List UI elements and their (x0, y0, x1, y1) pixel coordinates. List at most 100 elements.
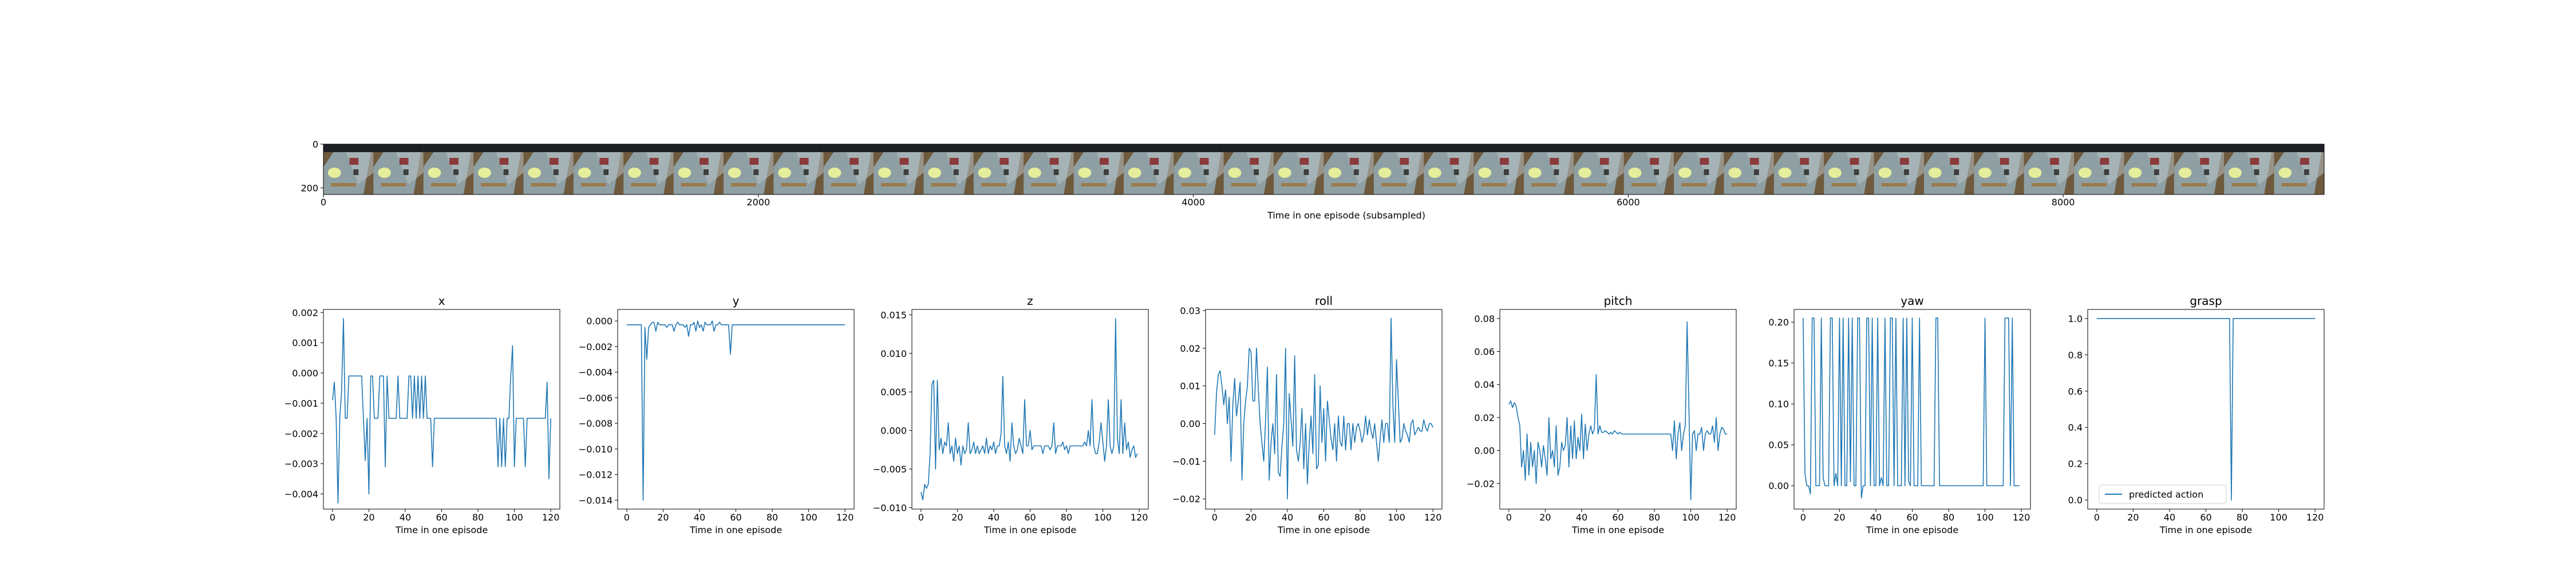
filmstrip-frame-thumbnail (1674, 144, 1724, 194)
filmstrip-frame-thumbnail (1524, 144, 1574, 194)
chart-title: yaw (1901, 294, 1923, 308)
y-tick-label: −0.004 (285, 489, 318, 500)
y-tick-label: 0.02 (1180, 343, 1200, 354)
filmstrip-frame-thumbnail (1424, 144, 1475, 194)
x-tick-label: 20 (1245, 512, 1257, 523)
filmstrip-frame-thumbnail (1124, 144, 1174, 194)
filmstrip-frame-thumbnail (623, 144, 674, 194)
x-tick-label: 80 (1354, 512, 1366, 523)
series-line-yaw (1803, 317, 2020, 499)
filmstrip-frame-thumbnail (1223, 144, 1274, 194)
x-tick-label: 120 (1131, 512, 1148, 523)
filmstrip-frame-thumbnail (573, 144, 624, 194)
x-tick-label: 0 (624, 512, 630, 523)
legend-box (2099, 484, 2227, 504)
filmstrip-frame-thumbnail (773, 144, 824, 194)
filmstrip-x-tick-label: 8000 (2052, 197, 2075, 208)
x-tick-label: 60 (730, 512, 741, 523)
x-tick-label: 120 (1718, 512, 1736, 523)
filmstrip-frame-thumbnail (1373, 144, 1424, 194)
x-tick-label: 120 (1424, 512, 1442, 523)
x-tick-label: 60 (1612, 512, 1623, 523)
filmstrip-frame-thumbnail (1724, 144, 1775, 194)
filmstrip-frame-thumbnail (1323, 144, 1374, 194)
y-tick-label: −0.014 (579, 495, 613, 506)
action-charts: 0 20 40 60 80 100 120 −0.004 −0.003 −0.002 −0.001 0… (285, 294, 2325, 535)
filmstrip-frame-thumbnail (1924, 144, 1974, 194)
filmstrip-frame-thumbnail (1824, 144, 1875, 194)
filmstrip-frame-thumbnail (1874, 144, 1925, 194)
y-tick-label: −0.008 (579, 418, 613, 429)
x-tick-label: 40 (1282, 512, 1293, 523)
chart-yaw: 0 20 40 60 80 100 120 0.00 0.05 0.10 0.15 0.20 yaw Ti… (1768, 294, 2031, 535)
filmstrip-frame-thumbnail (323, 144, 374, 194)
y-tick-label: −0.010 (873, 502, 907, 513)
y-tick-label: 0.4 (2068, 422, 2083, 433)
x-tick-label: 80 (2237, 512, 2248, 523)
filmstrip-frame-thumbnail (1073, 144, 1124, 194)
filmstrip-y-tick-label: 0 (313, 139, 318, 150)
chart-title: y (733, 294, 740, 308)
filmstrip-frame (323, 144, 2325, 195)
filmstrip-x-tick-label: 6000 (1617, 197, 1640, 208)
filmstrip-frame-thumbnail (1773, 144, 1824, 194)
filmstrip-xlabel: Time in one episode (subsampled) (1267, 210, 1425, 221)
filmstrip-frame-thumbnail (724, 144, 774, 194)
chart-title: pitch (1604, 294, 1633, 308)
x-tick-label: 20 (363, 512, 374, 523)
x-axis-label: Time in one episode (395, 525, 488, 535)
y-tick-label: 0.002 (292, 307, 318, 318)
x-tick-label: 0 (1506, 512, 1512, 523)
x-tick-label: 20 (2127, 512, 2139, 523)
filmstrip-frame-thumbnail (473, 144, 524, 194)
y-tick-label: 0.02 (1474, 412, 1495, 423)
x-tick-label: 120 (836, 512, 854, 523)
y-tick-label: 0.20 (1768, 317, 1789, 328)
x-tick-label: 0 (1212, 512, 1218, 523)
x-axis-label: Time in one episode (1571, 525, 1664, 535)
x-tick-label: 40 (2164, 512, 2175, 523)
y-tick-label: −0.001 (285, 398, 318, 409)
y-tick-label: 0.03 (1180, 305, 1200, 316)
filmstrip-x-tick-label: 4000 (1182, 197, 1205, 208)
plot-area (2088, 309, 2324, 509)
y-tick-label: −0.002 (285, 428, 318, 439)
y-tick-label: 0.10 (1768, 399, 1789, 410)
x-tick-label: 60 (2200, 512, 2211, 523)
x-tick-label: 80 (767, 512, 778, 523)
filmstrip-frame-thumbnail (1024, 144, 1074, 194)
y-tick-label: 0.000 (586, 316, 613, 327)
x-tick-label: 60 (1024, 512, 1036, 523)
filmstrip-frame-thumbnail (1974, 144, 2025, 194)
x-tick-label: 100 (2270, 512, 2287, 523)
series-line-predicted action (2096, 318, 2316, 500)
x-tick-label: 20 (1834, 512, 1845, 523)
chart-grasp: 0 20 40 60 80 100 120 0.0 0.2 0.4 0.6 0.8 1.0 grasp Ti… (2068, 294, 2325, 535)
y-tick-label: 0.04 (1474, 379, 1495, 390)
filmstrip-frame-thumbnail (2024, 144, 2075, 194)
x-axis-label: Time in one episode (1277, 525, 1370, 535)
filmstrip-frame-thumbnail (1574, 144, 1625, 194)
filmstrip-y-tick-label: 200 (301, 183, 318, 194)
filmstrip-frame-thumbnail (874, 144, 924, 194)
x-axis-label: Time in one episode (983, 525, 1076, 535)
x-tick-label: 120 (2306, 512, 2324, 523)
y-tick-label: −0.02 (1172, 494, 1200, 505)
x-axis-label: Time in one episode (2159, 525, 2252, 535)
x-tick-label: 120 (542, 512, 560, 523)
chart-y: 0 20 40 60 80 100 120 −0.014 −0.012 −0.010 −0.008 −… (579, 294, 855, 535)
chart-roll: 0 20 40 60 80 100 120 −0.02 −0.01 0.00 0.01 0.02 0.0… (1172, 294, 1443, 535)
y-tick-label: 0.08 (1474, 313, 1495, 324)
x-tick-label: 120 (2013, 512, 2030, 523)
filmstrip-frame-thumbnail (973, 144, 1024, 194)
y-tick-label: −0.006 (579, 392, 613, 403)
legend: predicted action (2099, 484, 2227, 504)
x-tick-label: 60 (1318, 512, 1329, 523)
x-tick-label: 40 (1576, 512, 1587, 523)
filmstrip-frame-thumbnail (1274, 144, 1324, 194)
y-tick-label: −0.010 (579, 444, 613, 455)
y-tick-label: 0.01 (1180, 381, 1200, 392)
filmstrip-x-tick-label: 2000 (746, 197, 770, 208)
chart-title: grasp (2190, 294, 2222, 308)
